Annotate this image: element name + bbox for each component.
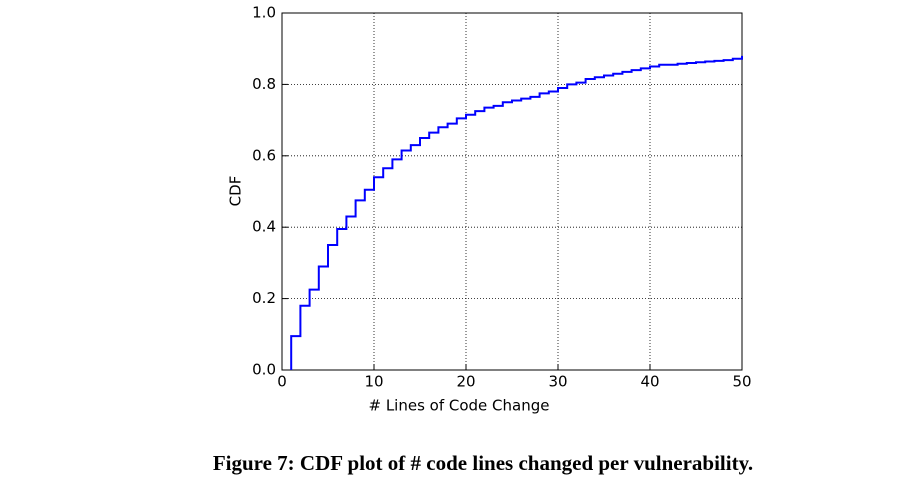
x-tick-label: 20 — [456, 373, 475, 391]
y-tick-label: 0.4 — [252, 218, 276, 236]
x-tick-label: 0 — [277, 373, 287, 391]
y-tick-label: 0.2 — [252, 289, 276, 307]
y-tick-label: 0.6 — [252, 146, 276, 164]
caption: Figure 7: CDF plot of # code lines chang… — [213, 451, 753, 475]
y-axis-label: CDF — [227, 176, 245, 207]
y-tick-label: 0.0 — [252, 361, 276, 379]
cdf-line — [290, 55, 743, 370]
plot-frame — [281, 12, 743, 371]
x-tick-label: 40 — [640, 373, 659, 391]
x-tick-label: 10 — [364, 373, 383, 391]
y-tick-label: 1.0 — [252, 4, 276, 22]
y-tick-label: 0.8 — [252, 75, 276, 93]
x-tick-label: 30 — [548, 373, 567, 391]
x-axis-label: # Lines of Code Change — [368, 397, 549, 415]
x-tick-label: 50 — [732, 373, 751, 391]
